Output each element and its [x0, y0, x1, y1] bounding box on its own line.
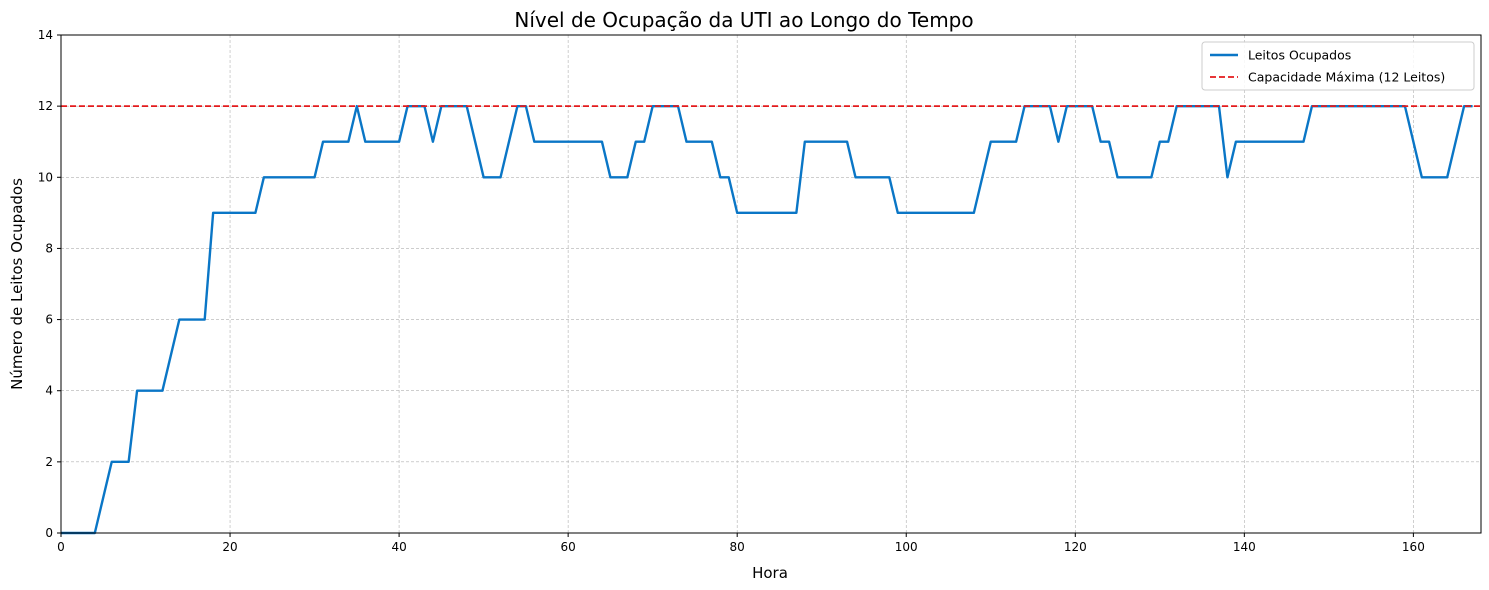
- x-tick-label: 80: [730, 540, 745, 554]
- x-tick-label: 100: [895, 540, 918, 554]
- plot-frame: [60, 34, 1482, 534]
- series-line-leitos-ocupados: [61, 104, 1473, 535]
- legend-box: [1201, 41, 1475, 91]
- series-lines: [61, 104, 1481, 535]
- chart-title: Nível de Ocupação da UTI ao Longo do Tem…: [514, 8, 973, 32]
- x-tick-label: 20: [222, 540, 237, 554]
- x-tick-label: 120: [1064, 540, 1087, 554]
- y-tick-label: 2: [45, 455, 53, 469]
- x-tick-label: 140: [1233, 540, 1256, 554]
- grid-lines: [60, 34, 1481, 534]
- y-tick-label: 14: [38, 28, 53, 42]
- x-axis-label: Hora: [752, 564, 788, 582]
- x-tick-label: 60: [561, 540, 576, 554]
- x-tick-label: 160: [1402, 540, 1425, 554]
- legend-label: Capacidade Máxima (12 Leitos): [1248, 70, 1445, 85]
- y-tick-label: 10: [38, 170, 53, 184]
- y-tick-label: 6: [45, 313, 53, 327]
- y-tick-label: 12: [38, 99, 53, 113]
- axis-ticks: 0 20 40 60 80 100 120 140 160 0 2 4 6 8 10 12 14: [38, 28, 1425, 554]
- legend-label: Leitos Ocupados: [1248, 48, 1351, 63]
- y-tick-label: 0: [45, 526, 53, 540]
- legend: Leitos Ocupados Capacidade Máxima (12 Lei…: [1201, 41, 1475, 91]
- y-tick-label: 8: [45, 241, 53, 255]
- y-tick-label: 4: [45, 384, 53, 398]
- y-axis-label: Número de Leitos Ocupados: [8, 178, 26, 390]
- x-tick-label: 40: [391, 540, 406, 554]
- x-tick-label: 0: [57, 540, 65, 554]
